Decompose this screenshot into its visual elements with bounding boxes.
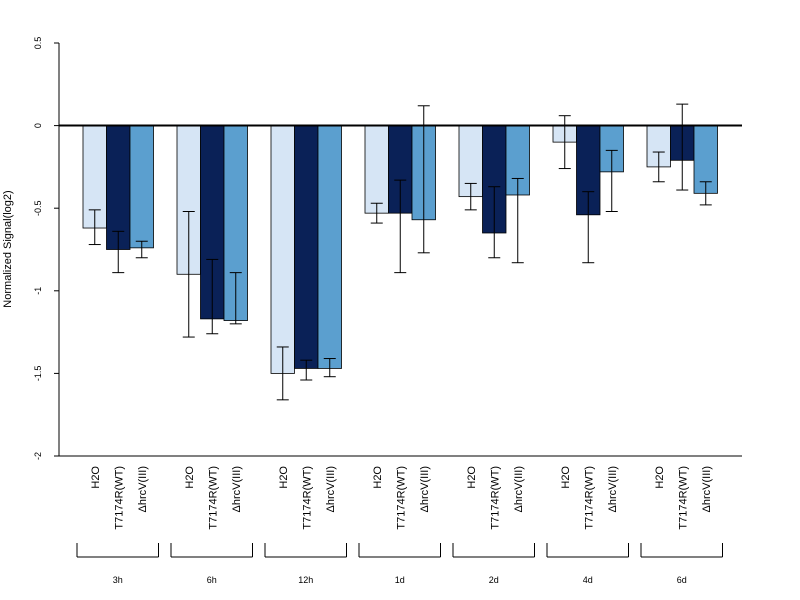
group-label: 2d — [489, 575, 499, 585]
bar-label: T7174R(WT) — [301, 466, 313, 530]
group-label: 1d — [395, 575, 405, 585]
y-tick-label: 0 — [33, 123, 43, 128]
bar-label: ΔhrcV(III) — [701, 466, 713, 512]
bar-label: T7174R(WT) — [583, 466, 595, 530]
bar — [270, 125, 295, 374]
bar-label: T7174R(WT) — [489, 466, 501, 530]
bar — [129, 125, 154, 249]
y-tick-label: -1.5 — [33, 366, 43, 382]
group-label: 6d — [677, 575, 687, 585]
x-tick-labels: H2O T7174R(WT) ΔhrcV(III) H2O T7174R(WT) Δhrc… — [90, 466, 713, 530]
group-label: 6h — [207, 575, 217, 585]
bar-label: T7174R(WT) — [207, 466, 219, 530]
bar-label: ΔhrcV(III) — [607, 466, 619, 512]
y-tick-label: -0.5 — [33, 200, 43, 216]
bar-label: H2O — [654, 466, 666, 489]
y-axis-label: Normalized Signal(log2) — [2, 190, 14, 307]
bar-label: ΔhrcV(III) — [325, 466, 337, 512]
group-brackets: 3h 6h 12h 1d 2d 4d 6d — [76, 543, 723, 585]
bar — [294, 125, 319, 369]
bar-label: ΔhrcV(III) — [231, 466, 243, 512]
y-tick-label: -1 — [33, 287, 43, 295]
group-label: 4d — [583, 575, 593, 585]
error-bars-layer — [88, 103, 712, 401]
bar-label: ΔhrcV(III) — [137, 466, 149, 512]
bar-label: T7174R(WT) — [677, 466, 689, 530]
group-label: 12h — [298, 575, 313, 585]
y-tick-label: -2 — [33, 452, 43, 460]
bar-label: H2O — [184, 466, 196, 489]
group-label: 3h — [113, 575, 123, 585]
y-axis: 0.5 0 -0.5 -1 -1.5 -2 — [33, 37, 60, 460]
bar — [317, 125, 342, 369]
bar-label: H2O — [278, 466, 290, 489]
bar-label: H2O — [90, 466, 102, 489]
bar-label: T7174R(WT) — [113, 466, 125, 530]
bar-label: H2O — [372, 466, 384, 489]
bar-label: T7174R(WT) — [395, 466, 407, 530]
bar-label: ΔhrcV(III) — [513, 466, 525, 512]
bar-label: H2O — [466, 466, 478, 489]
bar-label: ΔhrcV(III) — [419, 466, 431, 512]
bar — [364, 125, 389, 214]
y-tick-label: 0.5 — [33, 37, 43, 50]
bar-label: H2O — [560, 466, 572, 489]
